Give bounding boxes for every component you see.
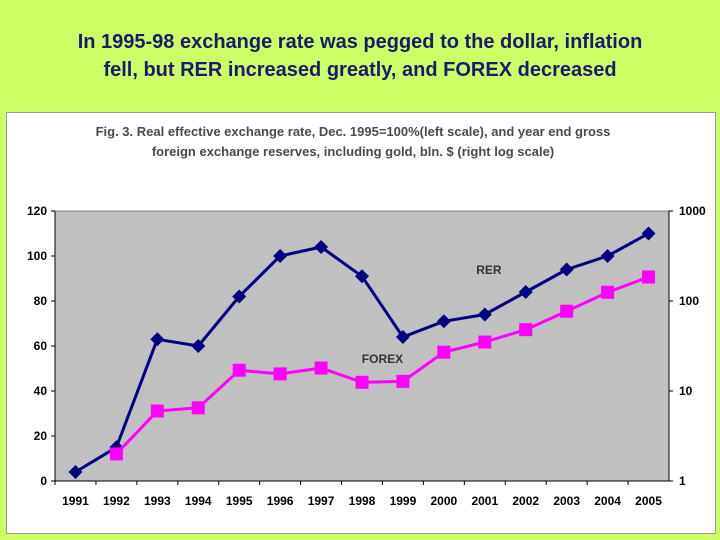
chart-title-line-1: Fig. 3. Real effective exchange rate, De… — [96, 124, 611, 139]
left-tick-label: 100 — [27, 249, 47, 263]
left-tick-label: 20 — [34, 429, 48, 443]
x-tick-label: 2001 — [471, 494, 498, 508]
data-point-rer — [355, 269, 369, 284]
data-point-rer — [436, 314, 451, 329]
x-tick-label: 1996 — [267, 494, 294, 508]
x-tick-label: 2005 — [635, 494, 662, 508]
series-line-forex — [115, 275, 650, 455]
right-tick-label: 10 — [679, 384, 693, 398]
left-tick-label: 40 — [34, 384, 48, 398]
data-point-rer — [395, 330, 410, 344]
data-point-rer — [68, 465, 83, 479]
data-point-rer — [314, 240, 329, 254]
x-tick-label: 2002 — [512, 494, 539, 508]
x-tick-label: 2003 — [553, 494, 580, 508]
left-tick-label: 0 — [40, 474, 47, 488]
data-point-rer — [150, 332, 165, 347]
data-point-forex — [560, 304, 574, 318]
data-point-rer — [232, 289, 247, 304]
x-tick-label: 1997 — [308, 494, 335, 508]
data-point-forex — [355, 375, 369, 389]
x-tick-label: 1991 — [62, 494, 89, 508]
slide-title: In 1995-98 exchange rate was pegged to t… — [0, 28, 720, 84]
x-tick-label: 1993 — [144, 494, 171, 508]
data-point-forex — [232, 363, 246, 377]
data-point-rer — [273, 249, 288, 263]
data-point-forex — [191, 401, 205, 415]
chart: Fig. 3. Real effective exchange rate, De… — [27, 124, 706, 508]
x-tick-label: 2004 — [594, 494, 621, 508]
chart-title-line-2: foreign exchange reserves, including gol… — [152, 144, 554, 159]
x-tick-label: 1999 — [390, 494, 417, 508]
left-tick-label: 120 — [27, 204, 47, 218]
data-point-forex — [314, 361, 328, 375]
data-point-forex — [437, 345, 451, 359]
data-point-forex — [642, 270, 656, 284]
series-label-forex: FOREX — [362, 352, 403, 366]
slide-title-line-1: In 1995-98 exchange rate was pegged to t… — [77, 31, 643, 53]
right-tick-label: 1000 — [679, 204, 706, 218]
data-point-forex — [396, 374, 410, 388]
right-tick-label: 1 — [679, 474, 686, 488]
data-point-forex — [519, 323, 533, 337]
data-point-forex — [601, 285, 615, 299]
x-tick-label: 1994 — [185, 494, 212, 508]
data-point-rer — [641, 226, 656, 241]
data-point-rer — [518, 285, 533, 299]
data-point-rer — [477, 307, 492, 322]
left-tick-label: 60 — [34, 339, 48, 353]
data-point-forex — [478, 335, 492, 349]
x-tick-label: 2000 — [431, 494, 458, 508]
x-tick-label: 1995 — [226, 494, 253, 508]
data-point-forex — [109, 447, 123, 461]
right-tick-label: 100 — [679, 294, 699, 308]
data-point-forex — [150, 404, 164, 418]
data-point-rer — [191, 339, 206, 353]
x-tick-label: 1992 — [103, 494, 130, 508]
data-point-forex — [273, 367, 287, 381]
slide-title-line-2: fell, but RER increased greatly, and FOR… — [103, 59, 617, 81]
x-tick-label: 1998 — [349, 494, 376, 508]
data-point-rer — [559, 262, 574, 277]
series-label-rer: RER — [476, 263, 502, 277]
plot-area — [54, 210, 670, 482]
left-tick-label: 80 — [34, 294, 48, 308]
chart-panel: Fig. 3. Real effective exchange rate, De… — [6, 112, 716, 534]
data-point-rer — [600, 249, 615, 263]
